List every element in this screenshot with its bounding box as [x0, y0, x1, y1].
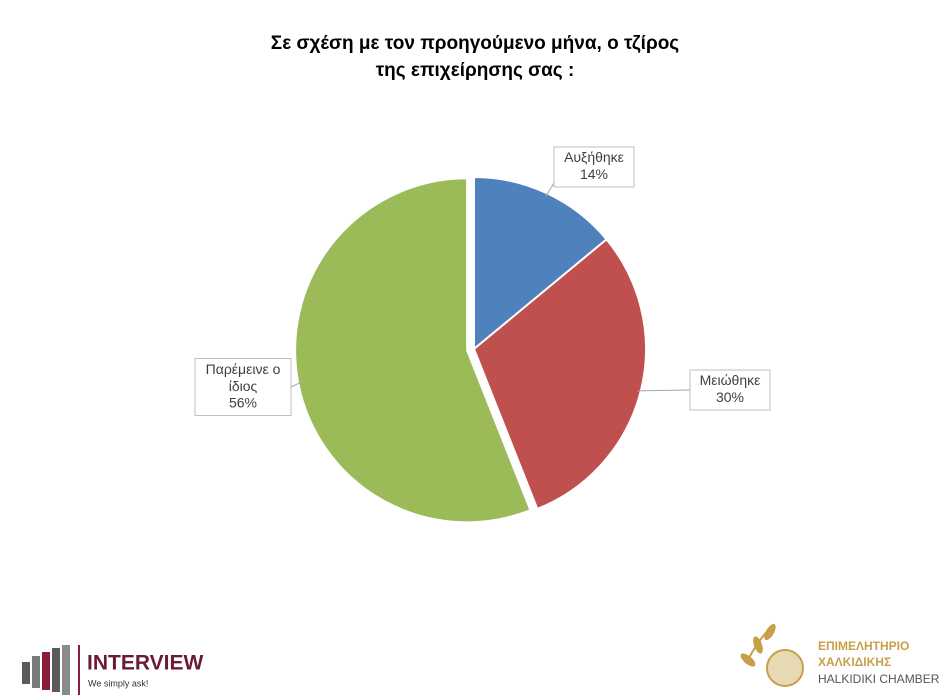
logo-tagline: We simply ask!: [88, 678, 148, 688]
logo-line2: ΧΑΛΚΙΔΙΚΗΣ: [818, 655, 891, 669]
category-label: Μειώθηκε: [700, 372, 761, 388]
logo-bar: [42, 652, 50, 690]
logo-line1: ΕΠΙΜΕΛΗΤΗΡΙΟ: [818, 639, 909, 653]
pie-slice: [294, 177, 532, 524]
leader-line: [637, 389, 691, 392]
chart-title: της επιχείρησης σας :: [376, 60, 575, 81]
title-group: Σε σχέση με τον προηγούμενο μήνα, ο τζίρ…: [271, 33, 680, 81]
pie-slice: [472, 237, 647, 511]
logo-leaf: [764, 623, 776, 641]
leader-line: [290, 381, 302, 388]
logo-name: INTERVIEW: [87, 652, 203, 675]
category-label-line: ίδιος: [229, 378, 258, 394]
label-box: [553, 146, 635, 188]
logo-line3: HALKIDIKI CHAMBER: [818, 672, 940, 686]
value-label: 30%: [716, 389, 744, 405]
logo-bar: [62, 645, 70, 695]
interview-logo: INTERVIEW We simply ask!: [22, 645, 203, 695]
leader-line: [545, 182, 555, 197]
chamber-logo: ΕΠΙΜΕΛΗΤΗΡΙΟ ΧΑΛΚΙΔΙΚΗΣ HALKIDIKI CHAMBE…: [740, 623, 940, 687]
pie: [294, 175, 647, 524]
value-label: 56%: [229, 395, 257, 411]
logo-leaf: [740, 653, 756, 667]
logo-leaf: [753, 636, 763, 654]
logo-bar: [22, 662, 30, 684]
category-label: Αυξήθηκε: [564, 149, 624, 165]
logo-bar: [52, 648, 60, 692]
logo-bar: [32, 656, 40, 688]
chart-title: Σε σχέση με τον προηγούμενο μήνα, ο τζίρ…: [271, 33, 680, 54]
category-label: Παρέμεινε ο ίδιος: [206, 361, 281, 394]
label-box: [689, 369, 771, 411]
value-label: 14%: [580, 166, 608, 182]
logo-head: [766, 649, 804, 687]
category-label-line: Παρέμεινε ο: [206, 361, 281, 377]
label-box: [194, 358, 292, 416]
